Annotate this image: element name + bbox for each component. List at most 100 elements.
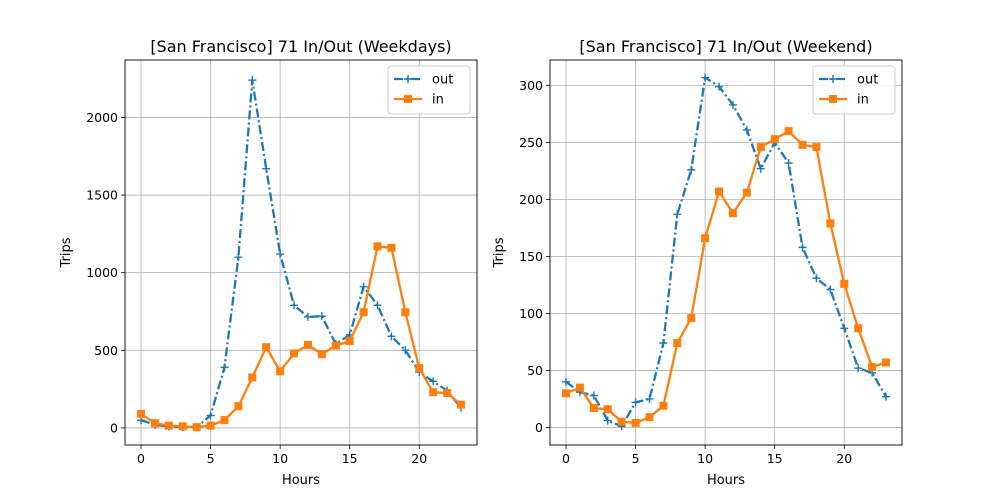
y-tick-label: 500 bbox=[94, 343, 118, 358]
y-tick-label: 50 bbox=[527, 363, 543, 378]
data-point-in bbox=[262, 343, 271, 352]
data-point-in bbox=[457, 400, 465, 409]
x-tick-label: 20 bbox=[836, 451, 852, 466]
data-point-in bbox=[150, 419, 159, 428]
data-point-in bbox=[429, 388, 438, 397]
x-tick-label: 0 bbox=[137, 451, 145, 466]
data-point-in bbox=[415, 364, 424, 373]
data-point-in bbox=[784, 127, 793, 136]
data-point-in bbox=[137, 409, 145, 418]
axes-frame bbox=[124, 59, 478, 446]
legend-box bbox=[387, 65, 471, 115]
data-point-in bbox=[206, 421, 215, 430]
data-point-out bbox=[854, 364, 863, 373]
data-point-out bbox=[784, 159, 793, 168]
data-point-out bbox=[317, 312, 326, 321]
y-axis-label: Trips bbox=[59, 237, 74, 268]
data-point-in bbox=[248, 373, 257, 382]
y-tick-label: 250 bbox=[519, 135, 543, 150]
data-point-out bbox=[401, 346, 410, 355]
data-point-in bbox=[317, 350, 326, 359]
y-tick-label: 1500 bbox=[86, 188, 118, 203]
data-point-out bbox=[387, 332, 396, 341]
data-point-in bbox=[443, 388, 452, 397]
data-point-in bbox=[589, 404, 598, 413]
y-tick-label: 0 bbox=[110, 420, 118, 435]
data-point-in bbox=[770, 135, 779, 144]
data-point-in bbox=[192, 423, 201, 432]
y-tick-label: 300 bbox=[519, 78, 543, 93]
data-point-out bbox=[359, 282, 368, 291]
data-point-out bbox=[673, 210, 682, 219]
data-point-out bbox=[429, 377, 438, 386]
data-point-out bbox=[290, 301, 299, 310]
data-point-out bbox=[659, 339, 668, 348]
x-tick-label: 5 bbox=[632, 451, 640, 466]
data-point-out bbox=[631, 398, 640, 407]
data-point-in bbox=[715, 187, 724, 196]
data-point-out bbox=[840, 324, 849, 333]
data-point-out bbox=[248, 76, 257, 85]
x-tick-label: 10 bbox=[697, 451, 713, 466]
data-point-out bbox=[756, 164, 765, 173]
y-tick-label: 100 bbox=[519, 306, 543, 321]
legend-label-out: out bbox=[857, 73, 878, 88]
data-point-in bbox=[387, 243, 396, 252]
data-point-in bbox=[303, 340, 312, 349]
legend-marker-out bbox=[404, 75, 412, 83]
x-tick-label: 5 bbox=[207, 451, 215, 466]
data-point-in bbox=[798, 140, 807, 149]
legend-marker-out bbox=[829, 75, 837, 83]
data-point-in bbox=[331, 341, 340, 350]
data-point-in bbox=[178, 422, 187, 431]
data-point-out bbox=[562, 377, 570, 386]
data-point-in bbox=[812, 143, 821, 152]
data-point-in bbox=[562, 389, 570, 398]
legend-label-in: in bbox=[432, 93, 444, 108]
axes-frame bbox=[549, 59, 903, 446]
data-point-in bbox=[373, 242, 382, 251]
data-point-in bbox=[290, 349, 299, 358]
x-tick-label: 10 bbox=[272, 451, 288, 466]
data-point-out bbox=[206, 411, 215, 420]
legend: out in bbox=[812, 65, 896, 115]
data-point-in bbox=[234, 402, 243, 411]
data-point-out bbox=[812, 274, 821, 283]
data-point-in bbox=[220, 416, 229, 425]
data-point-out bbox=[603, 416, 612, 425]
data-point-in bbox=[673, 339, 682, 348]
data-point-out bbox=[701, 73, 710, 82]
data-point-in bbox=[345, 336, 354, 345]
chart-title: [San Francisco] 71 In/Out (Weekdays) bbox=[150, 37, 451, 56]
x-tick-label: 15 bbox=[767, 451, 783, 466]
data-point-out bbox=[826, 285, 835, 294]
data-point-out bbox=[882, 392, 890, 401]
x-tick-label: 20 bbox=[411, 451, 427, 466]
data-point-in bbox=[687, 314, 696, 323]
data-point-in bbox=[854, 324, 863, 333]
y-tick-label: 150 bbox=[519, 249, 543, 264]
data-point-in bbox=[575, 383, 584, 392]
data-point-in bbox=[359, 308, 368, 317]
data-point-out bbox=[276, 250, 285, 259]
data-point-out bbox=[262, 164, 271, 173]
data-point-in bbox=[631, 418, 640, 427]
data-point-in bbox=[645, 413, 654, 422]
y-tick-label: 0 bbox=[535, 420, 543, 435]
legend: out in bbox=[387, 65, 471, 115]
y-axis-label: Trips bbox=[492, 237, 507, 268]
data-point-out bbox=[645, 394, 654, 403]
data-point-in bbox=[728, 209, 737, 218]
data-point-in bbox=[882, 358, 890, 367]
data-point-out bbox=[220, 363, 229, 372]
data-point-out bbox=[715, 82, 724, 91]
data-point-in bbox=[617, 417, 626, 426]
data-point-in bbox=[742, 188, 751, 197]
data-point-in bbox=[840, 279, 849, 288]
legend-label-in: in bbox=[857, 93, 869, 108]
data-point-in bbox=[603, 405, 612, 414]
data-point-out bbox=[373, 301, 382, 310]
data-point-in bbox=[756, 143, 765, 152]
